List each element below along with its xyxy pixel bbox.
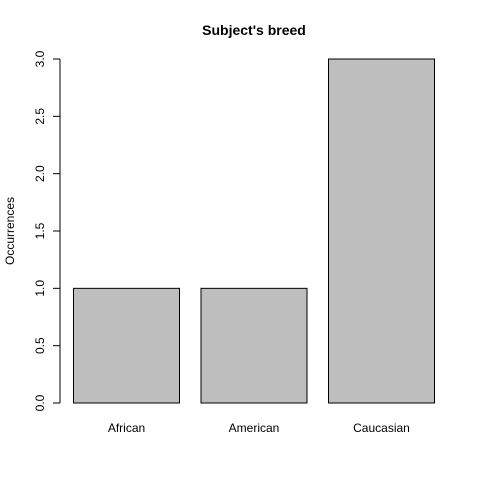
bar-american (201, 288, 307, 403)
y-tick-label: 1.0 (33, 280, 47, 297)
y-tick-label: 2.5 (33, 108, 47, 125)
bar-african (74, 288, 180, 403)
y-tick-label: 0.5 (33, 337, 47, 354)
y-tick-label: 0.0 (33, 394, 47, 411)
x-category-label: Caucasian (353, 421, 410, 435)
chart-title: Subject's breed (202, 22, 306, 38)
y-axis-label: Occurrences (3, 197, 17, 265)
y-tick-label: 3.0 (33, 50, 47, 67)
bar-caucasian (329, 59, 435, 403)
y-tick-label: 2.0 (33, 165, 47, 182)
x-category-label: African (108, 421, 145, 435)
y-tick-label: 1.5 (33, 222, 47, 239)
x-category-label: American (229, 421, 280, 435)
